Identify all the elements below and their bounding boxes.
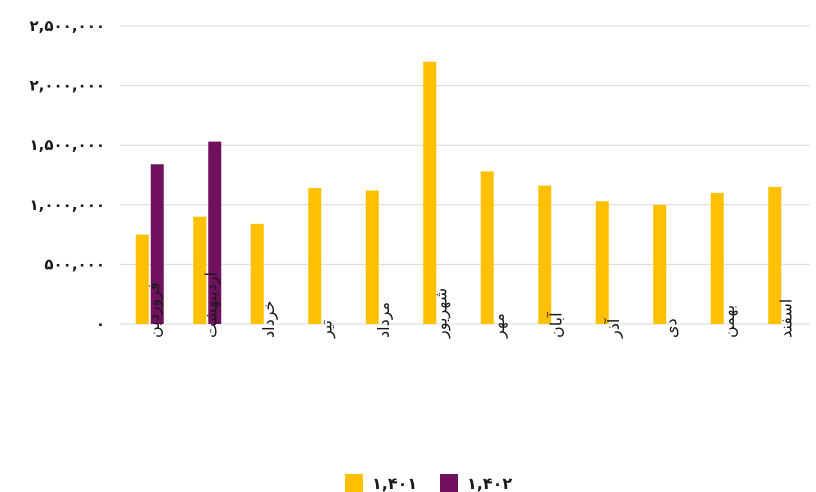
bar-series-1 bbox=[308, 188, 322, 324]
bar-series-1 bbox=[250, 223, 264, 324]
x-tick-label: مهر bbox=[489, 313, 509, 339]
x-tick-label: تیر bbox=[316, 320, 336, 339]
x-tick-label: آبان bbox=[546, 311, 565, 338]
x-tick-label: خرداد bbox=[259, 301, 279, 338]
bar-series-1 bbox=[365, 190, 379, 324]
bar-series-1 bbox=[423, 61, 437, 324]
bar-series-1 bbox=[595, 201, 609, 324]
y-tick-label: ۲,۰۰۰,۰۰۰ bbox=[30, 77, 105, 95]
bar-series-1 bbox=[480, 171, 494, 324]
bar-series-1 bbox=[538, 185, 552, 324]
bar-series-1 bbox=[710, 192, 724, 324]
bar-series-2 bbox=[150, 164, 164, 324]
y-tick-label: ۵۰۰,۰۰۰ bbox=[44, 255, 105, 273]
y-tick-label: ۱,۵۰۰,۰۰۰ bbox=[30, 136, 105, 154]
x-tick-label: آذر bbox=[604, 317, 624, 339]
y-axis-tick-labels: ۰ ۵۰۰,۰۰۰ ۱,۰۰۰,۰۰۰ ۱,۵۰۰,۰۰۰ ۲,۰۰۰,۰۰۰ ۲,۵۰۰… bbox=[30, 17, 105, 333]
x-tick-label: دی bbox=[661, 318, 680, 338]
x-tick-label: شهریور bbox=[431, 288, 451, 339]
legend-label: ۱,۴۰۱ bbox=[372, 474, 417, 492]
x-tick-label: اسفند bbox=[776, 299, 795, 338]
bar-series-1 bbox=[653, 204, 667, 324]
gridlines bbox=[120, 25, 810, 325]
y-tick-label: ۲,۵۰۰,۰۰۰ bbox=[30, 17, 105, 35]
bar-series-2 bbox=[208, 141, 222, 324]
x-tick-label: اردیبهشت bbox=[201, 272, 221, 338]
x-tick-label: بهمن bbox=[719, 305, 739, 338]
x-tick-label: مرداد bbox=[374, 302, 394, 338]
x-axis-tick-labels: فروردین اردیبهشت خرداد تیر مرداد شهریور مهر آبا… bbox=[144, 272, 796, 339]
y-tick-label: ۰ bbox=[96, 315, 105, 333]
legend: ۱,۴۰۱ ۱,۴۰۲ bbox=[345, 474, 512, 492]
y-tick-label: ۱,۰۰۰,۰۰۰ bbox=[30, 196, 105, 214]
bars bbox=[135, 61, 782, 324]
x-tick-label: فروردین bbox=[144, 282, 164, 338]
bar-series-1 bbox=[768, 186, 782, 324]
bar-series-1 bbox=[135, 234, 149, 324]
legend-swatch bbox=[440, 474, 458, 492]
bar-series-1 bbox=[193, 216, 207, 324]
legend-swatch bbox=[345, 474, 363, 492]
legend-label: ۱,۴۰۲ bbox=[467, 474, 512, 492]
